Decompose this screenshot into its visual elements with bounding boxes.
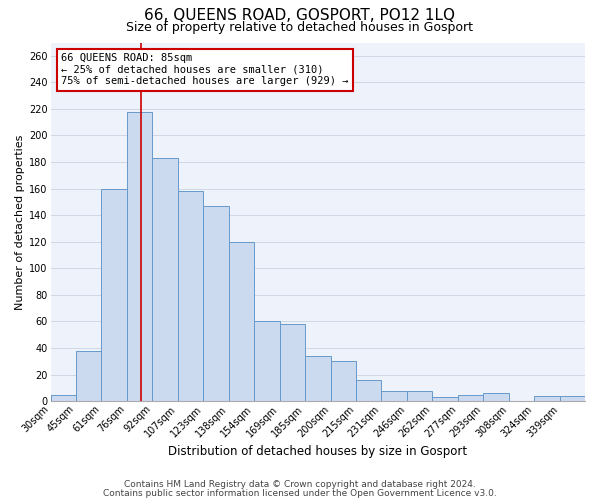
Bar	[382, 390, 407, 401]
Bar	[127, 112, 152, 401]
Bar	[458, 394, 483, 401]
Bar	[178, 192, 203, 401]
Bar	[483, 393, 509, 401]
Bar	[534, 396, 560, 401]
Bar	[356, 380, 382, 401]
Bar	[331, 362, 356, 401]
Text: Contains public sector information licensed under the Open Government Licence v3: Contains public sector information licen…	[103, 489, 497, 498]
Text: 66 QUEENS ROAD: 85sqm
← 25% of detached houses are smaller (310)
75% of semi-det: 66 QUEENS ROAD: 85sqm ← 25% of detached …	[61, 54, 349, 86]
Bar	[305, 356, 331, 401]
Bar	[280, 324, 305, 401]
Bar	[152, 158, 178, 401]
Bar	[50, 394, 76, 401]
Bar	[203, 206, 229, 401]
Bar	[76, 350, 101, 401]
Bar	[254, 322, 280, 401]
X-axis label: Distribution of detached houses by size in Gosport: Distribution of detached houses by size …	[168, 444, 467, 458]
Y-axis label: Number of detached properties: Number of detached properties	[15, 134, 25, 310]
Text: 66, QUEENS ROAD, GOSPORT, PO12 1LQ: 66, QUEENS ROAD, GOSPORT, PO12 1LQ	[145, 8, 455, 22]
Bar	[101, 188, 127, 401]
Bar	[560, 396, 585, 401]
Bar	[407, 390, 433, 401]
Text: Contains HM Land Registry data © Crown copyright and database right 2024.: Contains HM Land Registry data © Crown c…	[124, 480, 476, 489]
Bar	[433, 397, 458, 401]
Text: Size of property relative to detached houses in Gosport: Size of property relative to detached ho…	[127, 21, 473, 34]
Bar	[229, 242, 254, 401]
